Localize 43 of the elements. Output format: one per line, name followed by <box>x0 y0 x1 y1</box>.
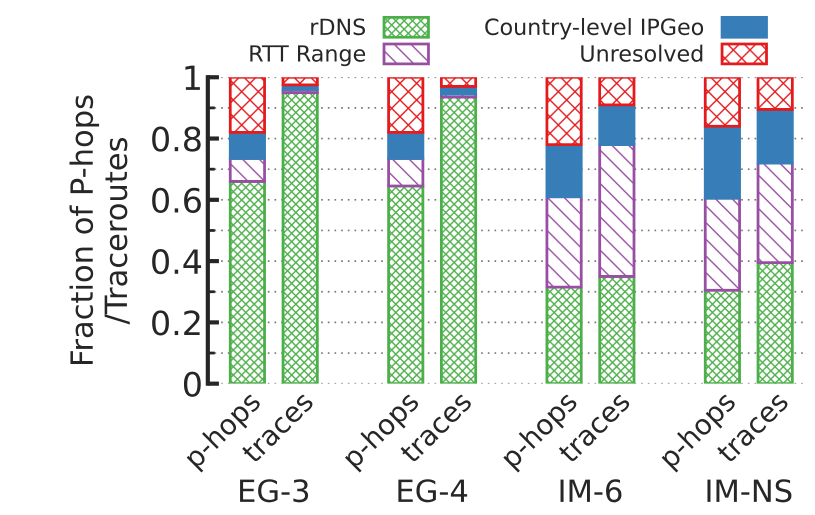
bar <box>546 286 583 384</box>
y-tick-label: 0.2 <box>152 310 200 336</box>
bar <box>387 157 424 188</box>
bar <box>598 77 636 106</box>
bar <box>228 77 266 134</box>
text: EG-3 <box>240 479 308 502</box>
bar <box>228 180 266 384</box>
bar <box>756 162 794 264</box>
bar <box>598 103 636 146</box>
legend-label: rDNS <box>311 18 365 36</box>
bar <box>228 131 266 160</box>
bar <box>387 131 424 160</box>
bar <box>704 196 741 292</box>
y-tick-label: 0.8 <box>152 126 201 152</box>
bar <box>282 91 319 384</box>
bar <box>440 96 478 384</box>
bar <box>704 77 741 128</box>
legend-label: Country-level IPGeo <box>485 18 704 40</box>
bar <box>546 195 583 289</box>
text: EG-4 <box>398 479 468 502</box>
bar <box>440 77 478 88</box>
text: IM-6 <box>560 479 622 502</box>
bar <box>387 77 424 134</box>
bar <box>704 124 741 200</box>
bar <box>756 77 794 111</box>
bar <box>387 184 424 384</box>
legend-label: Unresolved <box>581 44 702 62</box>
y-tick-label: 1 <box>185 66 200 90</box>
bar <box>756 261 794 384</box>
bar <box>546 143 583 198</box>
bar <box>756 108 794 164</box>
bar <box>546 77 583 146</box>
y-tick-label: 0.4 <box>152 249 202 274</box>
legend-label: RTT Range <box>250 45 366 66</box>
bar <box>282 77 319 86</box>
y-axis-title: Fraction of P-hops /Traceroutes <box>70 95 130 364</box>
bar <box>228 157 266 183</box>
y-tick-label: 0.6 <box>152 188 201 213</box>
text: IM-NS <box>707 479 792 502</box>
bar <box>704 288 741 384</box>
bar <box>598 143 636 278</box>
bar <box>598 275 636 384</box>
y-tick-label: 0 <box>184 372 201 397</box>
